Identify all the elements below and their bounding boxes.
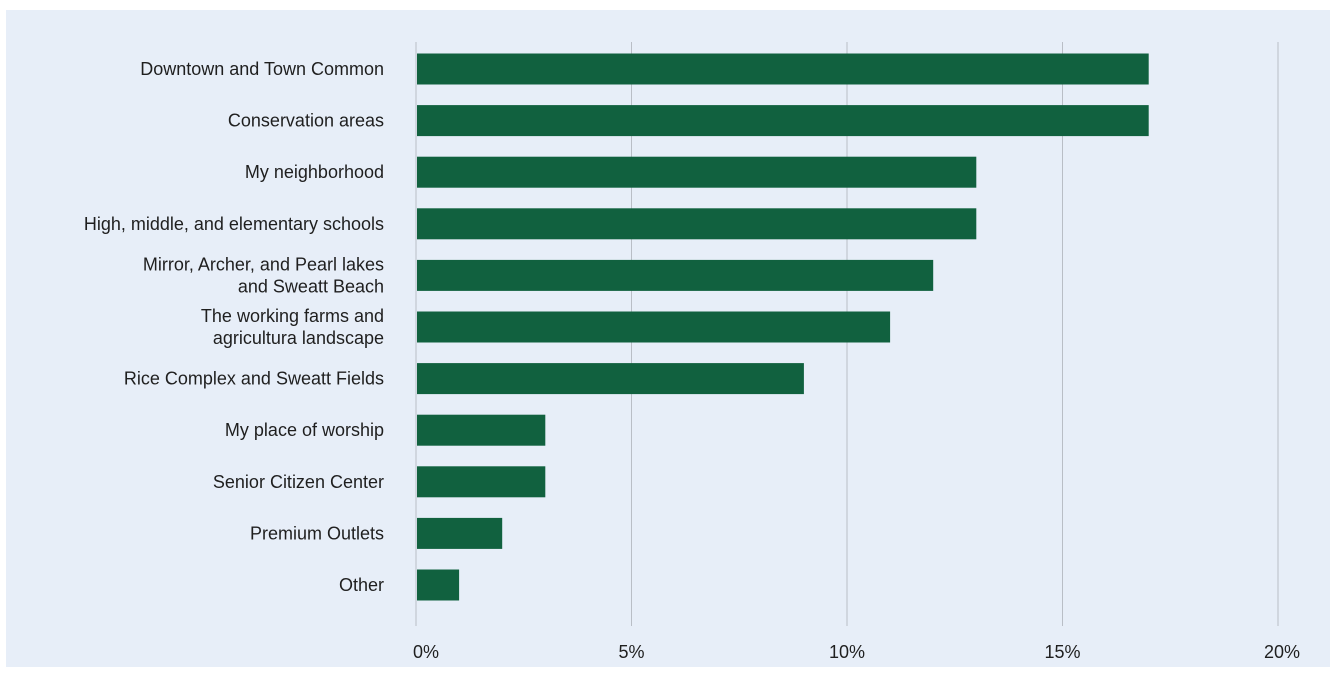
category-label: The working farms and agricultura landsca…: [201, 306, 384, 348]
category-label-line: Senior Citizen Center: [213, 472, 384, 492]
x-tick-labels: 0% 5% 10% 15% 20%: [413, 642, 1300, 662]
category-label-line: High, middle, and elementary schools: [84, 214, 384, 234]
category-labels: Downtown and Town Common Conservation are…: [84, 59, 384, 595]
category-label: Downtown and Town Common: [140, 59, 384, 79]
bar: [417, 363, 804, 395]
category-label-line: My neighborhood: [245, 162, 384, 182]
category-label: Rice Complex and Sweatt Fields: [124, 369, 384, 389]
category-label-line: Rice Complex and Sweatt Fields: [124, 369, 384, 389]
x-tick-label: 5%: [618, 642, 644, 662]
x-tick-label: 20%: [1264, 642, 1300, 662]
category-label: My neighborhood: [245, 162, 384, 182]
category-label-line: agricultura landscape: [213, 328, 384, 348]
bar: [417, 208, 977, 240]
bar: [417, 259, 934, 291]
bar: [417, 156, 977, 188]
bar: [417, 569, 460, 601]
category-label: Premium Outlets: [250, 523, 384, 543]
category-label: My place of worship: [225, 420, 384, 440]
category-label: High, middle, and elementary schools: [84, 214, 384, 234]
category-label-line: Conservation areas: [228, 111, 384, 131]
bar: [417, 466, 546, 498]
category-label: Other: [339, 575, 384, 595]
category-label-line: Other: [339, 575, 384, 595]
category-label-line: My place of worship: [225, 420, 384, 440]
bars: [417, 53, 1149, 601]
bar: [417, 517, 503, 549]
category-label-line: and Sweatt Beach: [238, 276, 384, 296]
x-tick-label: 15%: [1044, 642, 1080, 662]
bar: [417, 53, 1149, 85]
category-label-line: The working farms and: [201, 306, 384, 326]
category-label-line: Mirror, Archer, and Pearl lakes: [143, 254, 384, 274]
bar: [417, 105, 1149, 137]
bar: [417, 414, 546, 446]
x-tick-label: 0%: [413, 642, 439, 662]
bar: [417, 311, 891, 343]
x-tick-label: 10%: [829, 642, 865, 662]
category-label-line: Premium Outlets: [250, 523, 384, 543]
category-label: Mirror, Archer, and Pearl lakes and Sweat…: [143, 254, 384, 296]
category-label: Conservation areas: [228, 111, 384, 131]
category-label-line: Downtown and Town Common: [140, 59, 384, 79]
category-label: Senior Citizen Center: [213, 472, 384, 492]
